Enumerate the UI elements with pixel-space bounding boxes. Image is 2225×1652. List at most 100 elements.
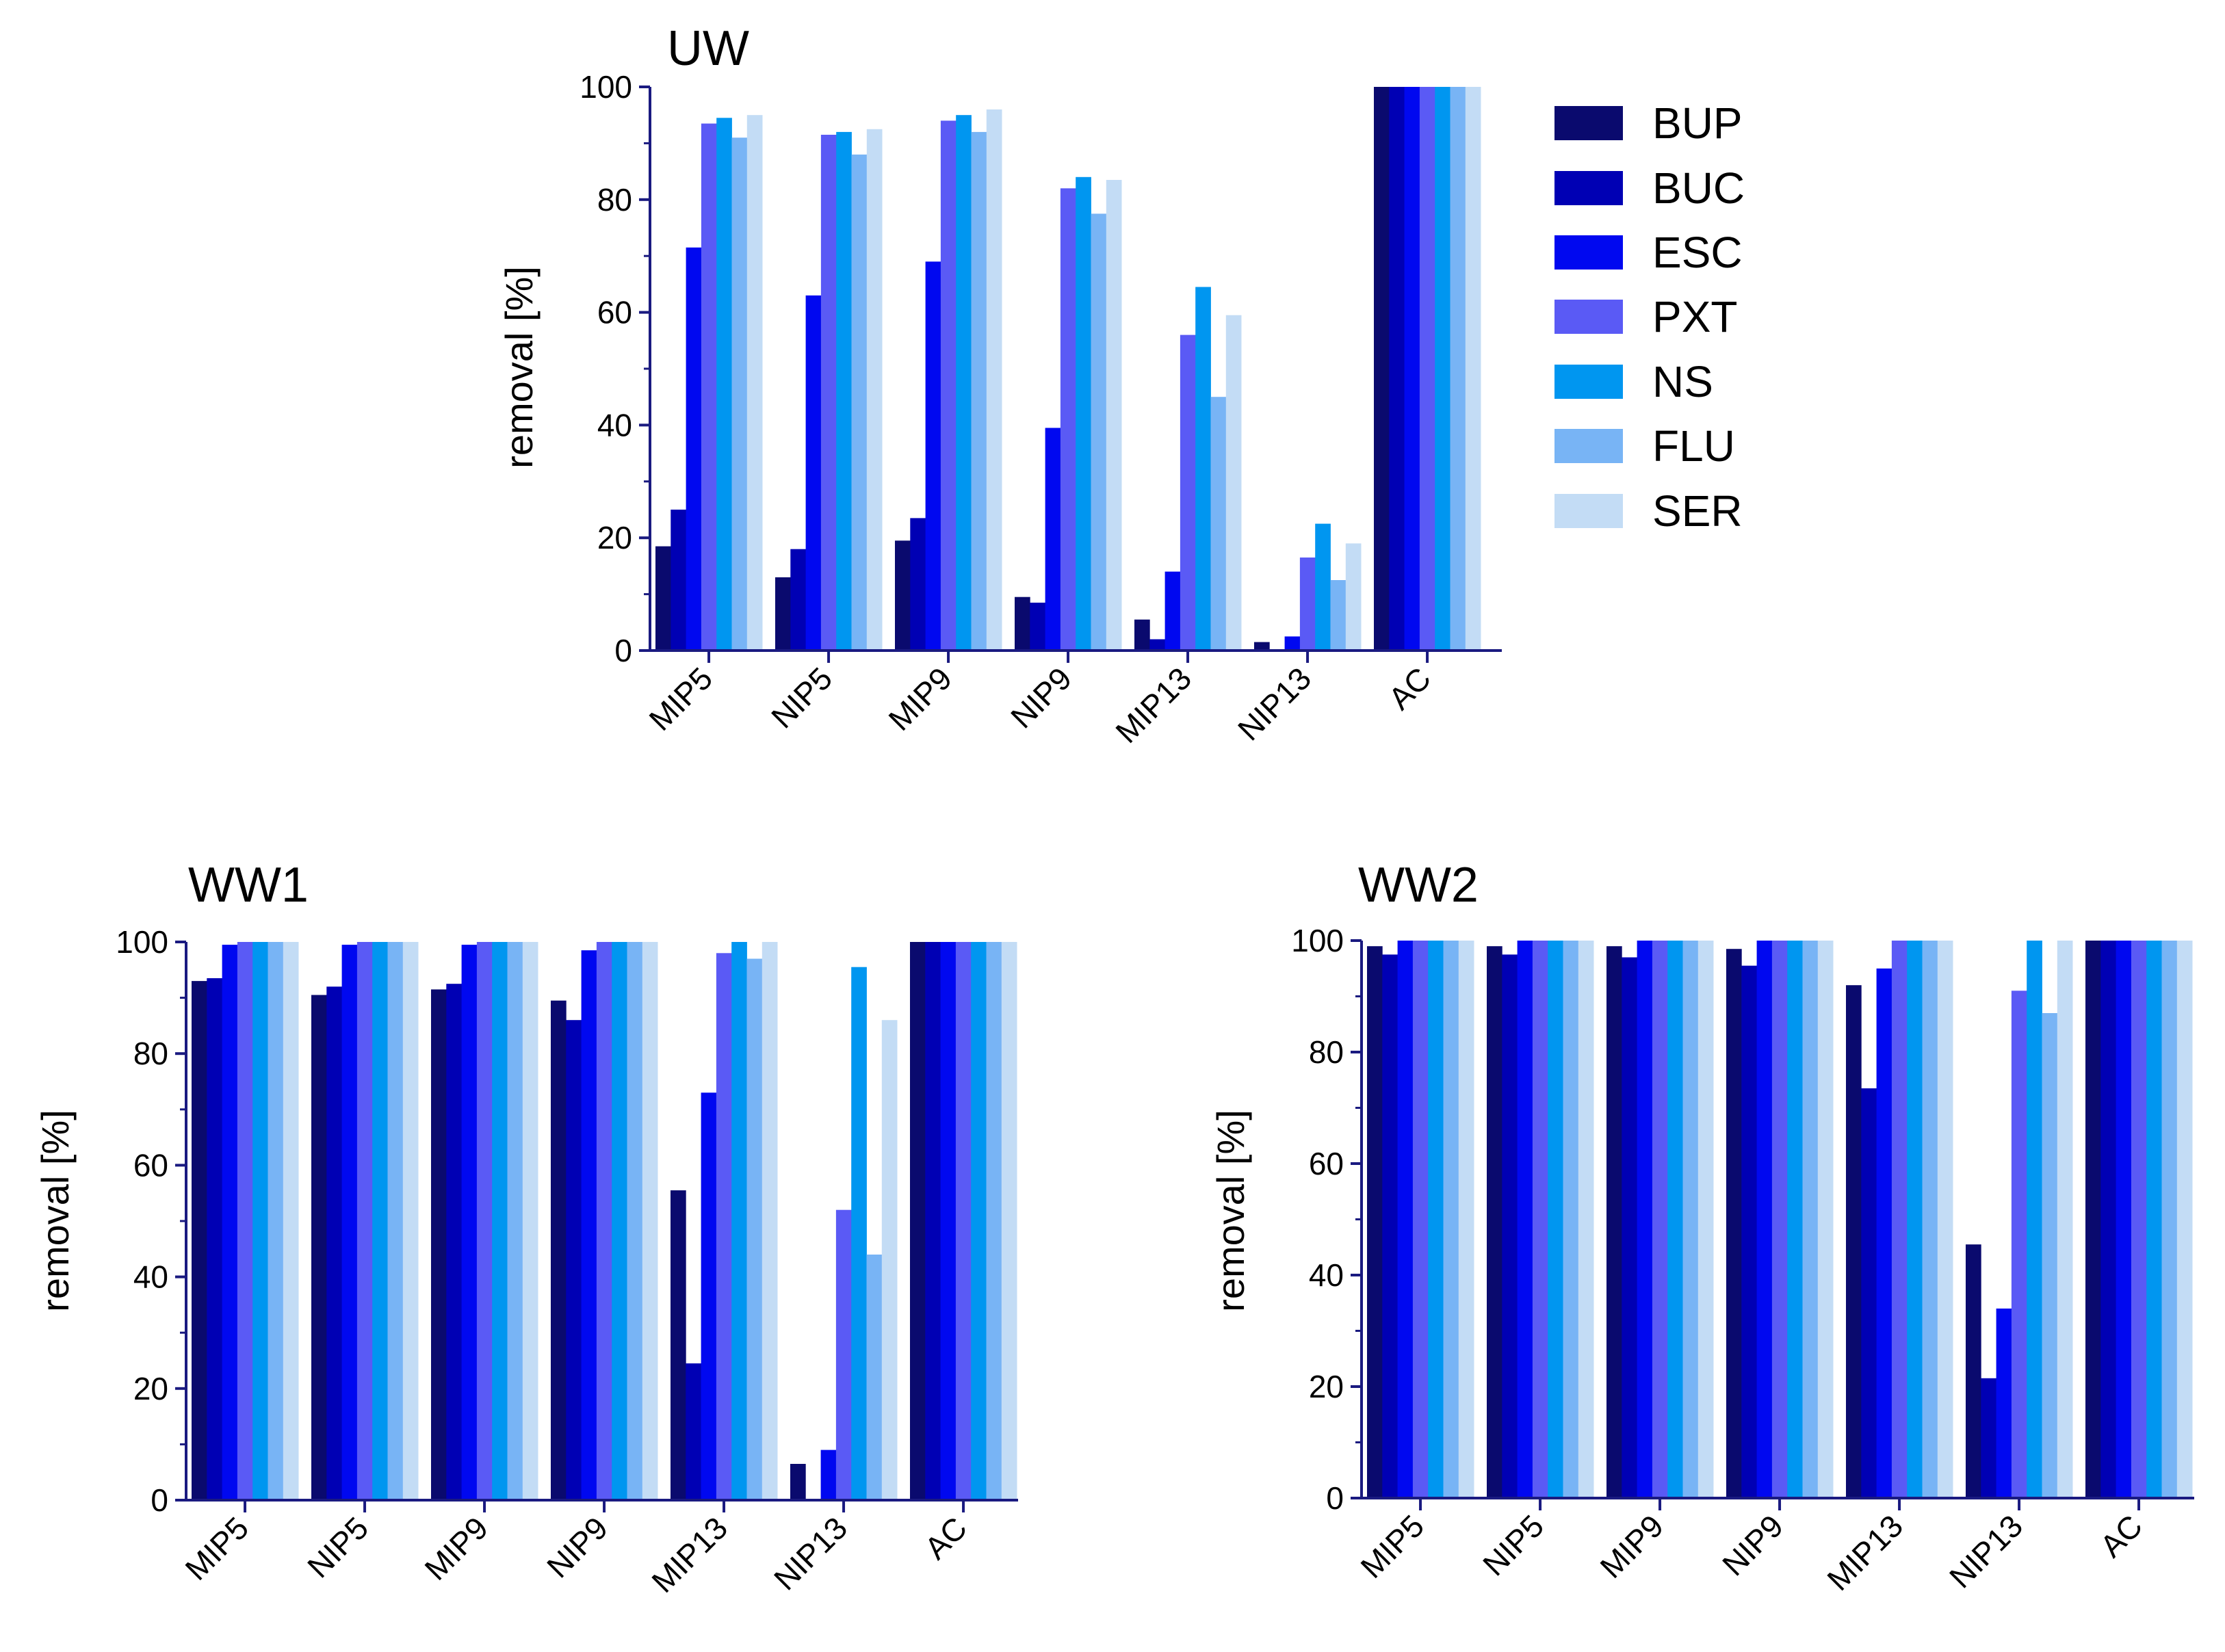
bar-mip13-ns	[731, 942, 747, 1500]
bars	[655, 87, 1481, 651]
bar-ac-ser	[1465, 87, 1481, 651]
y-tick-label: 40	[133, 1259, 168, 1295]
y-tick-label: 0	[1326, 1480, 1344, 1516]
bar-mip5-pxt	[237, 942, 253, 1500]
bar-mip13-ns	[1195, 287, 1211, 651]
bar-nip5-bup	[311, 995, 327, 1500]
bar-nip13-ser	[2057, 941, 2073, 1498]
bar-nip9-bup	[1015, 596, 1030, 651]
bar-mip5-flu	[1443, 941, 1459, 1498]
bar-mip13-pxt	[1891, 941, 1908, 1498]
bar-ac-esc	[940, 942, 957, 1500]
bar-mip5-pxt	[1412, 941, 1429, 1498]
y-axis-label: removal [%]	[497, 266, 541, 469]
x-tick-label: NIP13	[1942, 1508, 2029, 1595]
bar-mip13-bup	[1846, 985, 1862, 1498]
bar-mip9-buc	[446, 984, 462, 1500]
chart-uw: UW removal [%] 0 20 40 60 80 100 MIP5 NIP5 MIP9…	[497, 21, 1502, 750]
bar-ac-buc	[2100, 941, 2116, 1498]
x-tick-label: AC	[1381, 660, 1437, 716]
bar-mip5-flu	[731, 137, 748, 651]
legend-item-ser: SER	[1554, 486, 1743, 536]
bar-mip13-buc	[1149, 639, 1165, 651]
bar-nip9-ser	[1817, 941, 1834, 1498]
x-tick-label: NIP5	[764, 660, 839, 735]
bar-nip13-flu	[1330, 580, 1346, 651]
bar-ac-flu	[2161, 941, 2178, 1498]
y-axis-label: removal [%]	[1209, 1110, 1252, 1312]
bar-mip5-ns	[252, 942, 268, 1500]
y-tick-label: 80	[597, 182, 632, 218]
y-tick-label: 60	[597, 295, 632, 330]
bar-mip5-buc	[207, 978, 222, 1500]
x-ticks: MIP5 NIP5 MIP9 NIP9 MIP13 NIP13 AC	[642, 651, 1437, 750]
chart-title: WW1	[188, 858, 309, 913]
bars	[192, 942, 1017, 1500]
bar-nip5-ser	[402, 942, 419, 1500]
bar-ac-ser	[1001, 942, 1017, 1500]
bar-nip5-ser	[1578, 941, 1594, 1498]
bar-nip13-flu	[866, 1255, 883, 1500]
x-ticks: MIP5 NIP5 MIP9 NIP9 MIP13 NIP13 AC	[178, 1500, 974, 1599]
bar-ac-esc	[1404, 87, 1420, 651]
bar-nip5-buc	[326, 986, 342, 1500]
bar-ac-pxt	[955, 942, 972, 1500]
bar-nip9-esc	[1756, 941, 1773, 1498]
bar-nip13-bup	[790, 1464, 806, 1500]
bar-nip5-pxt	[820, 135, 837, 651]
bar-mip5-bup	[192, 981, 207, 1500]
bar-nip5-pxt	[356, 942, 373, 1500]
legend-swatch-flu	[1554, 429, 1623, 463]
bar-nip13-pxt	[2011, 991, 2027, 1498]
x-ticks: MIP5 NIP5 MIP9 NIP9 MIP13 NIP13 AC	[1353, 1498, 2149, 1597]
y-tick-label: 40	[1309, 1257, 1344, 1293]
legend-label-ns: NS	[1652, 357, 1713, 406]
bar-nip13-flu	[2042, 1013, 2058, 1498]
bar-mip5-ser	[1458, 941, 1474, 1498]
bar-ac-ns	[971, 942, 987, 1500]
y-tick-label: 20	[597, 520, 632, 555]
bar-mip5-buc	[1382, 954, 1398, 1498]
legend-item-flu: FLU	[1554, 421, 1735, 471]
bar-nip5-flu	[387, 942, 404, 1500]
x-tick-label: NIP13	[1231, 660, 1318, 747]
bar-mip5-esc	[1397, 941, 1414, 1498]
y-tick-label: 80	[1309, 1034, 1344, 1070]
bar-mip9-bup	[1606, 946, 1622, 1498]
bar-nip13-ser	[1345, 543, 1362, 651]
legend-swatch-ns	[1554, 365, 1623, 399]
bar-mip13-ser	[1225, 315, 1242, 651]
legend: BUP BUC ESC PXT NS FLU SER	[1554, 99, 1745, 536]
legend-label-esc: ESC	[1652, 228, 1743, 277]
legend-label-pxt: PXT	[1652, 292, 1737, 341]
legend-swatch-esc	[1554, 235, 1623, 270]
x-tick-label: MIP5	[642, 660, 719, 737]
bar-mip13-buc	[686, 1363, 701, 1500]
bar-ac-esc	[2116, 941, 2132, 1498]
bar-mip13-ser	[762, 942, 778, 1500]
bar-ac-bup	[910, 942, 926, 1500]
y-axis-label: removal [%]	[34, 1110, 77, 1312]
x-tick-label: MIP13	[1108, 660, 1198, 750]
bar-mip13-bup	[1134, 619, 1150, 651]
legend-swatch-buc	[1554, 171, 1623, 205]
bar-nip9-ser	[642, 942, 658, 1500]
bar-nip9-flu	[1091, 213, 1107, 651]
x-tick-label: MIP5	[1353, 1508, 1431, 1585]
bar-nip13-esc	[1284, 636, 1301, 651]
y-tick-label: 80	[133, 1036, 168, 1071]
bar-nip5-esc	[1517, 941, 1533, 1498]
bar-ac-bup	[2085, 941, 2101, 1498]
bar-nip13-buc	[1981, 1378, 1996, 1498]
bar-mip9-ns	[492, 942, 508, 1500]
bar-mip9-esc	[925, 261, 941, 651]
bar-mip13-pxt	[1180, 335, 1196, 651]
bar-ac-ns	[1435, 87, 1450, 651]
bar-nip13-ns	[851, 967, 867, 1500]
bar-ac-ser	[2176, 941, 2193, 1498]
bar-mip9-buc	[1622, 957, 1637, 1498]
bar-nip9-pxt	[1060, 188, 1076, 651]
bar-nip9-buc	[1030, 603, 1045, 651]
x-tick-label: NIP9	[540, 1510, 614, 1584]
